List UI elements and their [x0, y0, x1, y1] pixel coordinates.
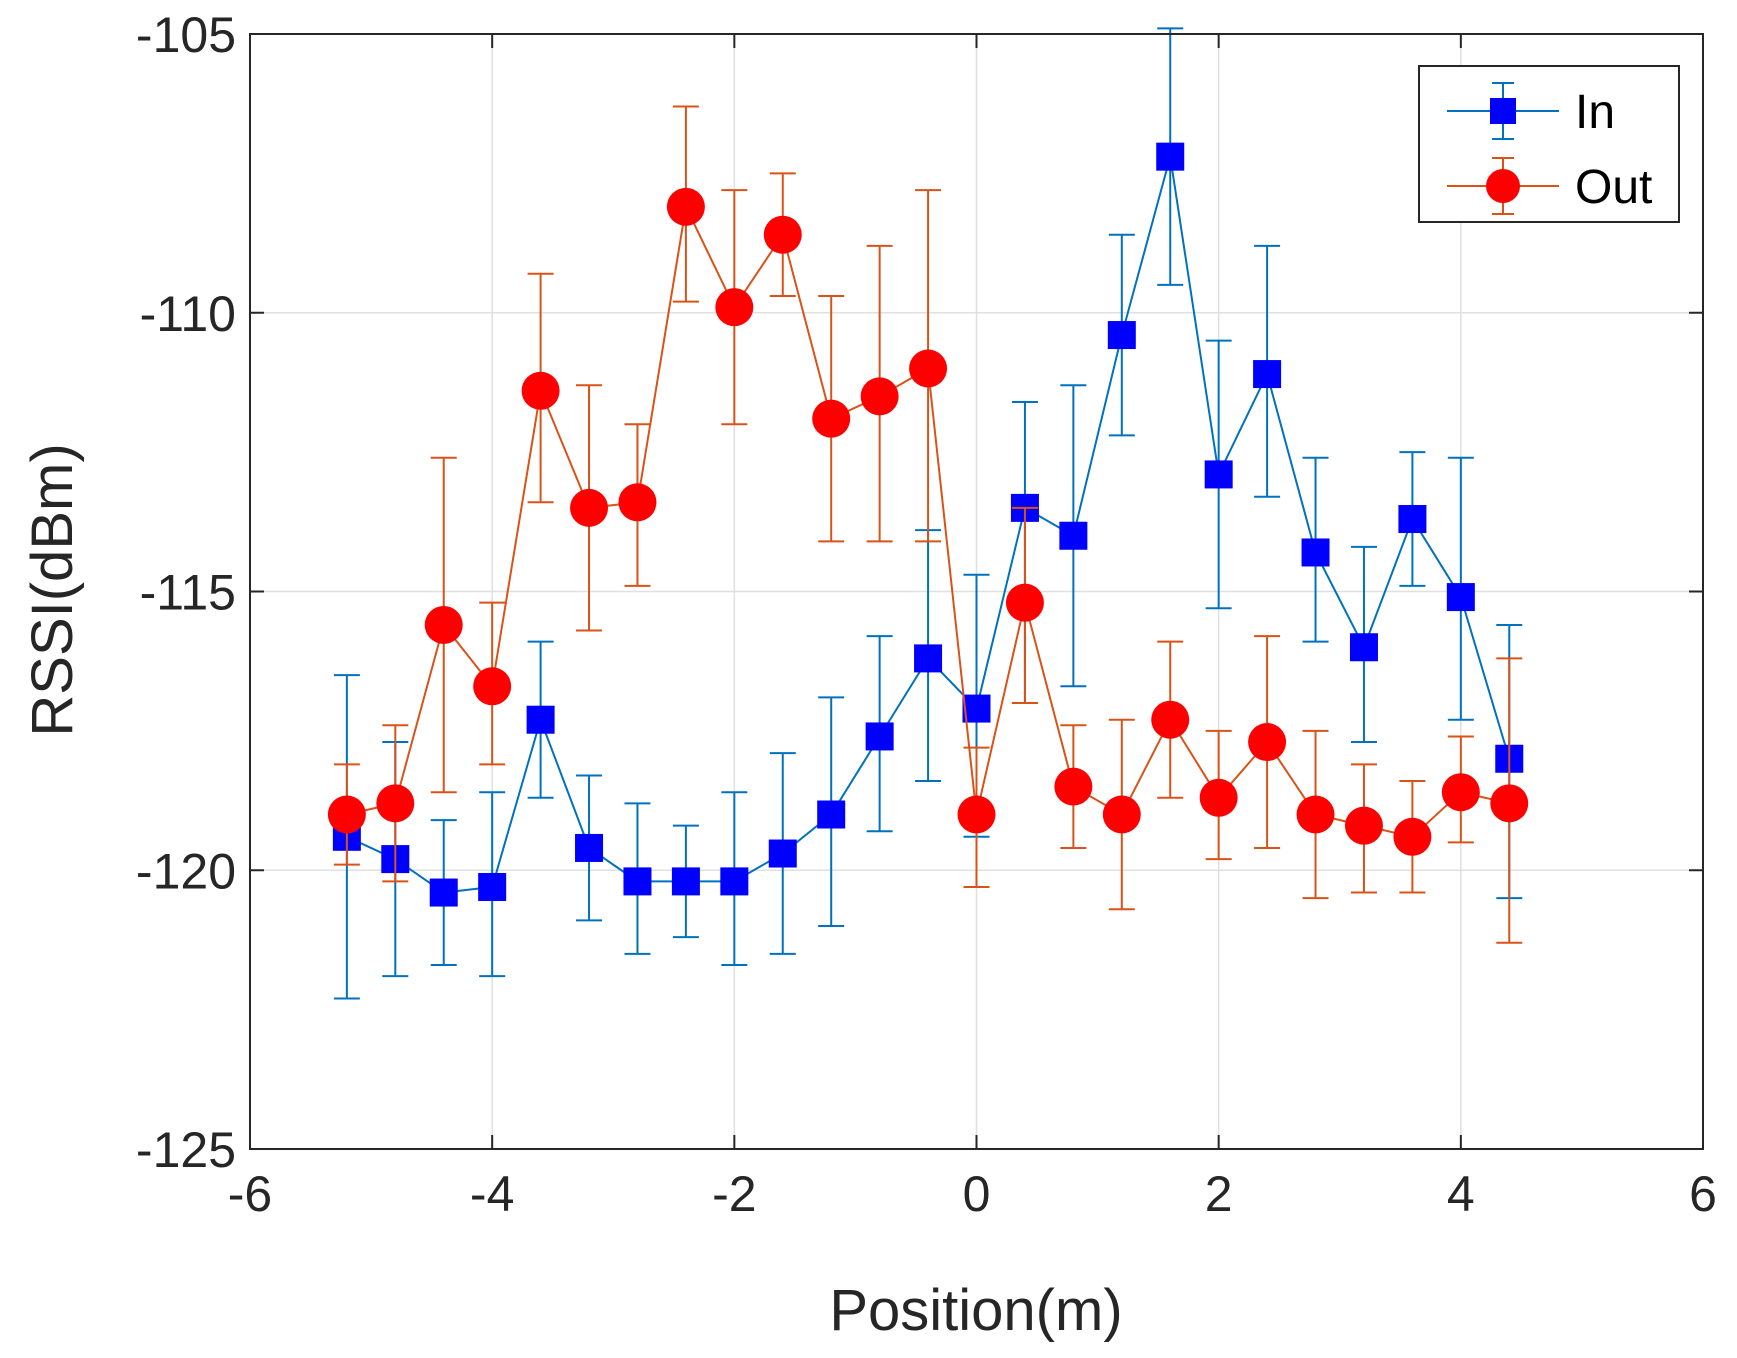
- data-point-out: [521, 371, 560, 410]
- data-point-out: [1344, 806, 1383, 845]
- legend-label-out: Out: [1575, 161, 1652, 214]
- data-point-in: [1253, 360, 1282, 389]
- legend-box: [1418, 65, 1680, 223]
- data-point-in: [1059, 521, 1088, 550]
- data-point-in: [817, 800, 846, 829]
- data-point-out: [812, 399, 851, 438]
- data-point-in: [962, 694, 991, 723]
- data-point-in: [1398, 505, 1427, 534]
- y-axis-label: RSSI(dBm): [20, 443, 85, 736]
- data-point-in: [1156, 142, 1185, 171]
- data-point-out: [424, 605, 463, 644]
- data-point-out: [1490, 784, 1529, 823]
- data-point-out: [376, 784, 415, 823]
- legend-item-in: In: [1447, 82, 1615, 140]
- data-point-out: [618, 483, 657, 522]
- x-axis-ticks: -6 -4 -2 0 2 4 6: [228, 34, 1717, 1222]
- y-tick-label: -115: [140, 565, 236, 621]
- series-layer: [327, 27, 1529, 1000]
- data-point-out: [1151, 700, 1190, 739]
- legend-label-in: In: [1575, 86, 1615, 139]
- y-tick-label: -105: [136, 7, 236, 63]
- x-tick-label: 0: [963, 1166, 991, 1222]
- data-point-in: [623, 867, 652, 896]
- x-axis-label: Position(m): [829, 1278, 1122, 1343]
- x-tick-label: -2: [712, 1166, 756, 1222]
- data-point-out: [715, 288, 754, 327]
- series-out: [327, 105, 1529, 944]
- data-point-out: [957, 795, 996, 834]
- x-tick-label: 4: [1447, 1166, 1475, 1222]
- x-tick-label: -4: [470, 1166, 514, 1222]
- y-axis-ticks: -105 -110 -115 -120 -125: [136, 7, 1703, 1178]
- data-point-in: [1204, 460, 1233, 489]
- y-tick-label: -120: [136, 843, 236, 899]
- data-point-out: [1441, 773, 1480, 812]
- data-point-out: [1005, 583, 1044, 622]
- data-point-in: [526, 705, 555, 734]
- x-tick-label: 6: [1689, 1166, 1717, 1222]
- data-point-out: [473, 667, 512, 706]
- data-point-out: [1393, 817, 1432, 856]
- data-point-in: [914, 644, 943, 673]
- data-point-out: [860, 377, 899, 416]
- legend-marker-out: [1486, 169, 1520, 203]
- data-point-in: [720, 867, 749, 896]
- data-point-out: [763, 215, 802, 254]
- data-point-out: [1199, 778, 1238, 817]
- data-point-in: [1301, 538, 1330, 567]
- data-point-out: [1102, 795, 1141, 834]
- data-point-out: [1248, 723, 1287, 762]
- data-point-in: [575, 833, 604, 862]
- legend-marker-in: [1490, 98, 1516, 124]
- data-point-in: [1446, 583, 1475, 612]
- data-point-in: [478, 872, 507, 901]
- data-point-out: [1296, 795, 1335, 834]
- x-tick-label: -6: [228, 1166, 272, 1222]
- y-tick-label: -110: [140, 286, 236, 342]
- y-tick-label: -125: [136, 1122, 236, 1178]
- data-point-in: [1107, 321, 1136, 350]
- data-point-in: [865, 722, 894, 751]
- x-tick-label: 2: [1205, 1166, 1233, 1222]
- data-point-out: [327, 795, 366, 834]
- data-point-out: [1054, 767, 1093, 806]
- data-point-in: [429, 878, 458, 907]
- legend: In Out: [1418, 65, 1680, 223]
- data-point-in: [671, 867, 700, 896]
- data-point-in: [768, 839, 797, 868]
- data-point-out: [570, 488, 609, 527]
- legend-item-out: Out: [1447, 157, 1652, 215]
- data-point-out: [909, 349, 948, 388]
- data-point-in: [1349, 633, 1378, 662]
- data-point-out: [666, 187, 705, 226]
